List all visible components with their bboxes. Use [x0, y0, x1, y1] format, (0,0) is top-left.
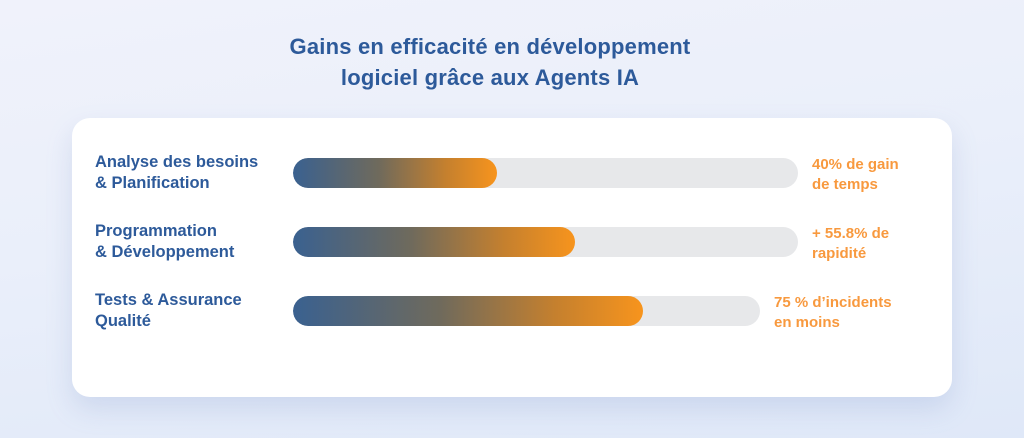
page-title: Gains en efficacité en développement log…: [0, 31, 980, 93]
row-label-line2: Qualité: [95, 311, 151, 330]
row-label-line1: Tests & Assurance: [95, 290, 242, 309]
row-value-line1: + 55.8% de: [812, 225, 890, 242]
page-title-line1: Gains en efficacité en développement: [289, 34, 691, 59]
row-value: + 55.8% de rapidité: [812, 220, 889, 263]
row-label-line2: & Planification: [95, 173, 210, 192]
row-label-line1: Programmation: [95, 221, 217, 240]
chart-card: Analyse des besoins & Planification 40% …: [72, 118, 952, 397]
bar-track: [293, 295, 760, 326]
row-label: Analyse des besoins & Planification: [95, 152, 293, 194]
row-label: Programmation & Développement: [95, 221, 293, 263]
bar-row: Analyse des besoins & Planification 40% …: [72, 138, 952, 207]
row-label-line2: & Développement: [95, 242, 235, 261]
bar-track: [293, 157, 798, 188]
row-value-line1: 75 % d’incidents: [774, 294, 892, 311]
bar-row: Tests & Assurance Qualité 75 % d’inciden…: [72, 276, 952, 345]
bar-row: Programmation & Développement + 55.8% de…: [72, 207, 952, 276]
row-label: Tests & Assurance Qualité: [95, 290, 293, 332]
bar-fill: [293, 226, 575, 257]
bar-fill: [293, 157, 498, 188]
row-value-line2: en moins: [774, 313, 840, 331]
page-title-line2: logiciel grâce aux Agents IA: [340, 65, 640, 90]
row-value-line2: de temps: [812, 175, 878, 193]
row-value-line2: rapidité: [812, 244, 867, 262]
row-value: 40% de gain de temps: [812, 151, 899, 194]
bar-fill: [293, 295, 644, 326]
row-value: 75 % d’incidents en moins: [774, 289, 892, 332]
bar-track: [293, 226, 798, 257]
row-label-line1: Analyse des besoins: [95, 152, 259, 171]
row-value-line1: 40% de gain: [812, 156, 899, 173]
